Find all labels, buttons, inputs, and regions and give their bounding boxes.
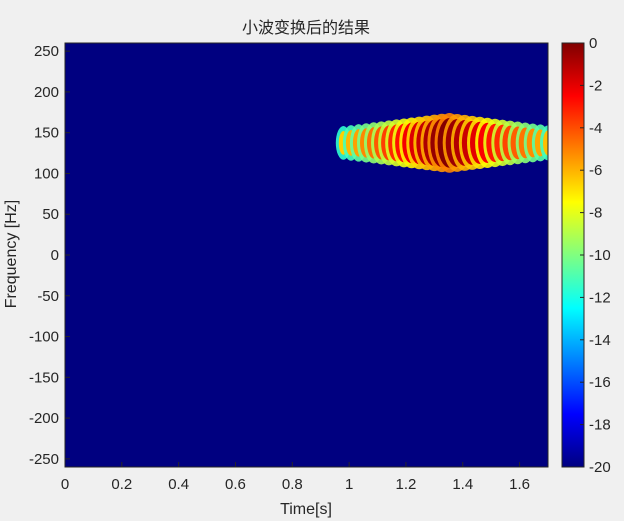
chart-title: 小波变换后的结果	[242, 18, 370, 37]
y-tick-label: -100	[29, 329, 59, 346]
interference-blob	[543, 130, 548, 156]
colorbar-tick-label: 0	[589, 35, 597, 52]
y-tick-label: -200	[29, 410, 59, 427]
colorbar-tick-label: -4	[589, 120, 602, 137]
y-tick-label: -50	[37, 288, 59, 305]
heatmap-background	[65, 43, 548, 467]
y-tick-label: -250	[29, 451, 59, 468]
x-tick-label: 0.8	[282, 476, 303, 493]
y-tick-label: 0	[51, 247, 59, 264]
colorbar-tick-label: -12	[589, 289, 611, 306]
colorbar-tick-label: -14	[589, 332, 611, 349]
y-tick-label: 250	[34, 43, 59, 60]
y-tick-label: 100	[34, 165, 59, 182]
x-tick-label: 1.4	[452, 476, 473, 493]
x-tick-label: 1	[345, 476, 353, 493]
y-tick-label: -150	[29, 369, 59, 386]
plot-area	[64, 42, 549, 468]
colorbar-tick-label: -16	[589, 374, 611, 391]
x-tick-label: 1.6	[509, 476, 530, 493]
colorbar-tick-label: -20	[589, 459, 611, 476]
colorbar-tick-label: -6	[589, 162, 602, 179]
y-tick-label: 150	[34, 125, 59, 142]
y-tick-label: 200	[34, 84, 59, 101]
heatmap-layer	[335, 113, 548, 173]
y-axis-title: Frequency [Hz]	[3, 200, 20, 308]
y-tick-label: 50	[42, 206, 59, 223]
x-tick-label: 0	[61, 476, 69, 493]
colorbar-tick-label: -10	[589, 247, 611, 264]
x-tick-label: 0.6	[225, 476, 246, 493]
x-tick-label: 0.2	[111, 476, 132, 493]
x-tick-label: 0.4	[168, 476, 189, 493]
x-axis-title: Time[s]	[280, 501, 332, 518]
colorbar-tick-label: -18	[589, 417, 611, 434]
colorbar: 0 -2 -4 -6 -8 -10 -12 -14 -16 -18 -20	[561, 35, 611, 476]
axes: 0 0.2 0.4 0.6 0.8 1 1.2 1.4 1.6 250 200 150 100 50 0 -5…	[29, 43, 530, 493]
colorbar-tick-label: -2	[589, 77, 602, 94]
x-tick-label: 1.2	[396, 476, 417, 493]
colorbar-tick-label: -8	[589, 205, 602, 222]
